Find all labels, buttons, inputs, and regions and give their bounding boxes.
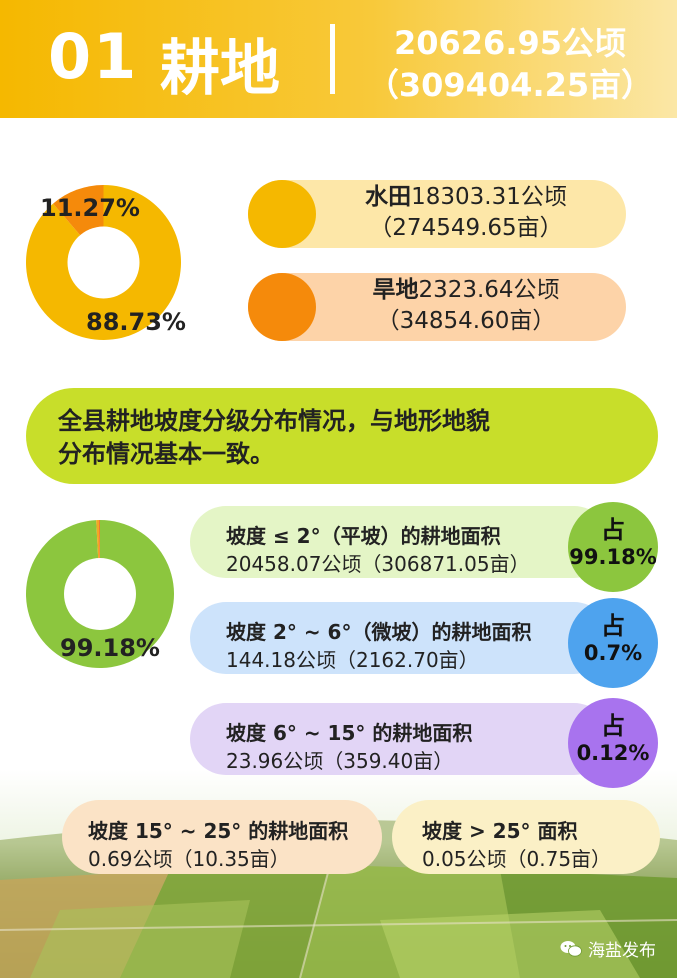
dry-land-label: 旱地 [372, 277, 419, 303]
paddy-hectare: 18303.31公顷 [411, 184, 567, 210]
badge-percent: 0.12% [576, 741, 650, 765]
section-title: 耕地 [160, 34, 280, 104]
slope-card-flat [190, 506, 610, 578]
footer-brand: 海盐发布 [560, 936, 656, 961]
dry-land-mu: （34854.60亩） [376, 308, 556, 334]
paddy-label: 水田 [365, 184, 412, 210]
slope-steep-title: 坡度 15° ~ 25° 的耕地面积 [88, 819, 349, 843]
slope-flat-value: 20458.07公顷（306871.05亩） [226, 552, 530, 576]
summary-line-1: 全县耕地坡度分级分布情况，与地形地貌 [58, 407, 490, 435]
paddy-text: 水田18303.31公顷 （274549.65亩） [316, 182, 616, 244]
slope-moderate-value: 23.96公顷（359.40亩） [226, 749, 454, 773]
flat-slope-percent-label: 99.18% [60, 634, 160, 662]
slope-card-gentle [190, 602, 610, 674]
summary-text: 全县耕地坡度分级分布情况，与地形地貌 分布情况基本一致。 [58, 405, 638, 471]
paddy-color-dot [248, 180, 316, 248]
badge-prefix: 占 [601, 712, 625, 740]
slope-gentle-badge: 占 0.7% [568, 598, 658, 688]
dry-land-text: 旱地2323.64公顷 （34854.60亩） [316, 275, 616, 337]
badge-prefix: 占 [601, 612, 625, 640]
dry-land-color-dot [248, 273, 316, 341]
slope-steep-value: 0.69公顷（10.35亩） [88, 847, 290, 871]
wechat-icon [560, 940, 582, 957]
summary-line-2: 分布情况基本一致。 [58, 440, 274, 468]
donut-hole [67, 226, 140, 299]
donut-hole [64, 558, 136, 630]
badge-percent: 0.7% [583, 641, 643, 665]
slope-card-steep [62, 800, 382, 874]
badge-prefix: 占 [601, 516, 625, 544]
slope-gentle-title: 坡度 2° ~ 6°（微坡）的耕地面积 [226, 620, 532, 644]
footer-account-name: 海盐发布 [588, 941, 656, 961]
slope-very-steep-title: 坡度 > 25° 面积 [422, 819, 578, 843]
paddy-percent-label: 88.73% [86, 308, 186, 336]
dry-land-percent-label: 11.27% [40, 194, 140, 222]
slope-moderate-badge: 占 0.12% [568, 698, 658, 788]
slope-flat-title: 坡度 ≤ 2°（平坡）的耕地面积 [226, 524, 501, 548]
slope-moderate-title: 坡度 6° ~ 15° 的耕地面积 [226, 721, 473, 745]
total-area-hectare: 20626.95公顷 [393, 24, 627, 62]
slope-donut-chart [26, 520, 174, 668]
summary-banner [26, 388, 658, 484]
dry-land-hectare: 2323.64公顷 [418, 277, 560, 303]
slope-very-steep-value: 0.05公顷（0.75亩） [422, 847, 612, 871]
slope-card-very-steep [392, 800, 660, 874]
land-type-donut-chart [26, 185, 181, 340]
header-divider [330, 24, 335, 94]
paddy-mu: （274549.65亩） [369, 215, 563, 241]
slope-gentle-value: 144.18公顷（2162.70亩） [226, 648, 479, 672]
header-banner [0, 0, 677, 118]
slope-card-moderate [190, 703, 610, 775]
total-area-mu: （309404.25亩） [366, 66, 654, 104]
section-number: 01 [48, 20, 139, 93]
badge-percent: 99.18% [569, 545, 657, 569]
slope-flat-badge: 占 99.18% [568, 502, 658, 592]
